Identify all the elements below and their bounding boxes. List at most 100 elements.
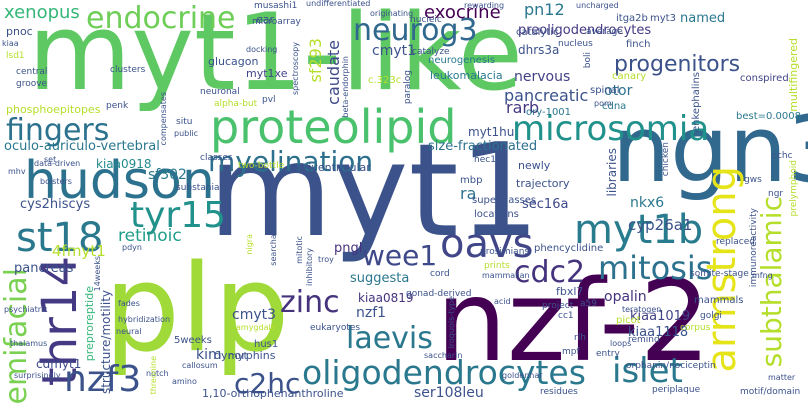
- word-neuronal: neuronal: [200, 87, 240, 97]
- word-periventricular: periventricular: [290, 161, 371, 174]
- word-cmyt3: cmyt3: [232, 307, 277, 323]
- word-nzf-2: nzf-2: [436, 257, 711, 387]
- word-pn12: pn12: [524, 0, 565, 19]
- word-laevis: laevis: [346, 321, 433, 356]
- word-mitotic: mitotic: [295, 236, 304, 264]
- word-pancreas: pancreas: [14, 261, 74, 276]
- word-preoligodendrocytes: preoligodendrocytes: [518, 23, 652, 38]
- word-average: average: [586, 27, 623, 37]
- word-prosimians: prosimians: [480, 247, 530, 257]
- word-nucleus: nucleus: [558, 39, 593, 49]
- word-subthalamic: subthalamic: [755, 196, 788, 368]
- word-conspired: conspired: [740, 73, 789, 84]
- word-c323c: c.323c: [368, 75, 402, 86]
- word-ory-1001: ory-1001: [526, 107, 572, 118]
- word-matter: matter: [768, 373, 796, 382]
- word-neural: neural: [116, 327, 142, 336]
- word-cdna: cdna: [602, 101, 627, 112]
- word-a59: a59: [580, 299, 597, 309]
- word-libraries: libraries: [605, 148, 619, 197]
- word-classes: classes: [200, 153, 233, 163]
- word-somite-stage: somite-stage: [690, 269, 749, 279]
- word-cyp26a1: cyp26a1: [628, 216, 693, 234]
- word-entry: entry: [596, 349, 620, 359]
- word-mammalian: mammalian: [482, 271, 530, 280]
- word-paralog: paralog: [403, 70, 413, 105]
- word-callosum: callosum: [182, 361, 218, 370]
- word-mammals: mammals: [694, 295, 744, 306]
- word-spectroscopy: spectroscopy: [291, 42, 300, 95]
- word-oligodendrocytes: oligodendrocytes: [302, 353, 586, 392]
- word-teratogen: teratogen: [622, 305, 662, 314]
- word-suggesta: suggesta: [350, 271, 410, 286]
- word-orphanin: orphanin/nociceptin: [626, 361, 716, 371]
- word-chicken: chicken: [661, 142, 671, 177]
- word-sec16a: sec16a: [522, 197, 569, 212]
- word-glucagon: glucagon: [208, 55, 259, 68]
- word-myt: myt: [228, 351, 248, 362]
- word-central: central: [16, 67, 48, 77]
- word-ear: ear: [256, 13, 275, 26]
- word-hec1b: hec1b: [474, 155, 502, 165]
- word-cys2hiscys: cys2hiscys: [20, 197, 91, 212]
- word-kiaa0918: kiaa0918: [96, 157, 152, 171]
- word-bolsters: bolsters: [40, 177, 72, 186]
- word-picot: picot: [616, 315, 641, 326]
- word-myt1-like: myt1-like: [28, 0, 523, 114]
- word-wee1: wee1: [362, 239, 438, 272]
- word-enkephalins: enkephalins: [691, 72, 702, 132]
- word-lsd1: lsd1: [6, 51, 25, 61]
- word-itga2b: itga2b: [616, 13, 648, 24]
- word-zinc: zinc: [280, 285, 340, 320]
- word-trajectory: trajectory: [516, 177, 570, 190]
- word-eukaryotes: eukaryotes: [310, 323, 361, 333]
- word-tyr15: tyr15: [130, 195, 227, 236]
- word-14weeks: 14weeks: [93, 256, 102, 292]
- word-nucleic: nucleic: [410, 15, 442, 25]
- word-nigra: nigra: [245, 234, 254, 255]
- word-structure-motility: structure/motility: [99, 290, 113, 395]
- word-myt1hu: myt1hu: [468, 125, 515, 139]
- word-cc1: cc1: [558, 311, 574, 321]
- word-nervous: nervous: [514, 69, 571, 85]
- word-multifingered: multifingered: [787, 38, 800, 112]
- word-beta-endorphin: beta-endorphin: [341, 56, 350, 118]
- word-golgi: golgi: [700, 311, 722, 321]
- word-iroquois-type: iroquois-type: [447, 296, 456, 349]
- word-data-driven: data-driven: [34, 159, 81, 168]
- word-situ: situ: [176, 117, 193, 127]
- word-catalytic: catalytic: [516, 27, 559, 38]
- word-named: named: [680, 11, 726, 26]
- word-hybridization: hybridization: [118, 315, 171, 324]
- word-docking: docking: [246, 45, 278, 54]
- word-musashi1: musashi1: [254, 1, 298, 11]
- word-best: best=0.0008: [736, 111, 801, 122]
- word-amino: amino: [172, 377, 197, 386]
- word-rarb: rarb: [506, 98, 540, 117]
- word-ngn3: ngn3: [612, 96, 808, 203]
- word-thalamus: thalamus: [10, 339, 48, 348]
- word-mhv: mhv: [8, 167, 26, 176]
- word-neurogenesis: neurogenesis: [428, 55, 496, 66]
- word-notch: notch: [146, 369, 169, 378]
- word-st18: st18: [16, 215, 104, 261]
- word-public: public: [174, 129, 199, 138]
- word-psychiatric: psychiatric: [4, 305, 48, 314]
- word-nzf3: nzf3: [64, 359, 142, 400]
- word-project: project: [542, 301, 574, 311]
- word-alpha-but: alpha-but: [214, 99, 258, 109]
- word-penk: penk: [106, 101, 129, 111]
- word-ngr: ngr: [768, 189, 784, 199]
- word-otor: otor: [604, 83, 633, 99]
- word-pnoc: pnoc: [6, 25, 33, 38]
- word-prelymphoid: prelymphoid: [789, 160, 799, 217]
- word-compensates: compensates: [159, 92, 168, 146]
- word-prints: prints: [484, 261, 510, 271]
- word-nzf1: nzf1: [356, 305, 387, 321]
- word-ra: ra: [460, 184, 477, 203]
- word-goldenhar: goldenhar: [502, 371, 543, 380]
- word-mbp: mbp: [460, 175, 483, 186]
- word-gonad-derived: gonad-derived: [406, 289, 472, 299]
- word-proteolipid: proteolipid: [210, 100, 457, 154]
- word-orthophenanthroline: 1,10-orthophenanthroline: [202, 387, 344, 400]
